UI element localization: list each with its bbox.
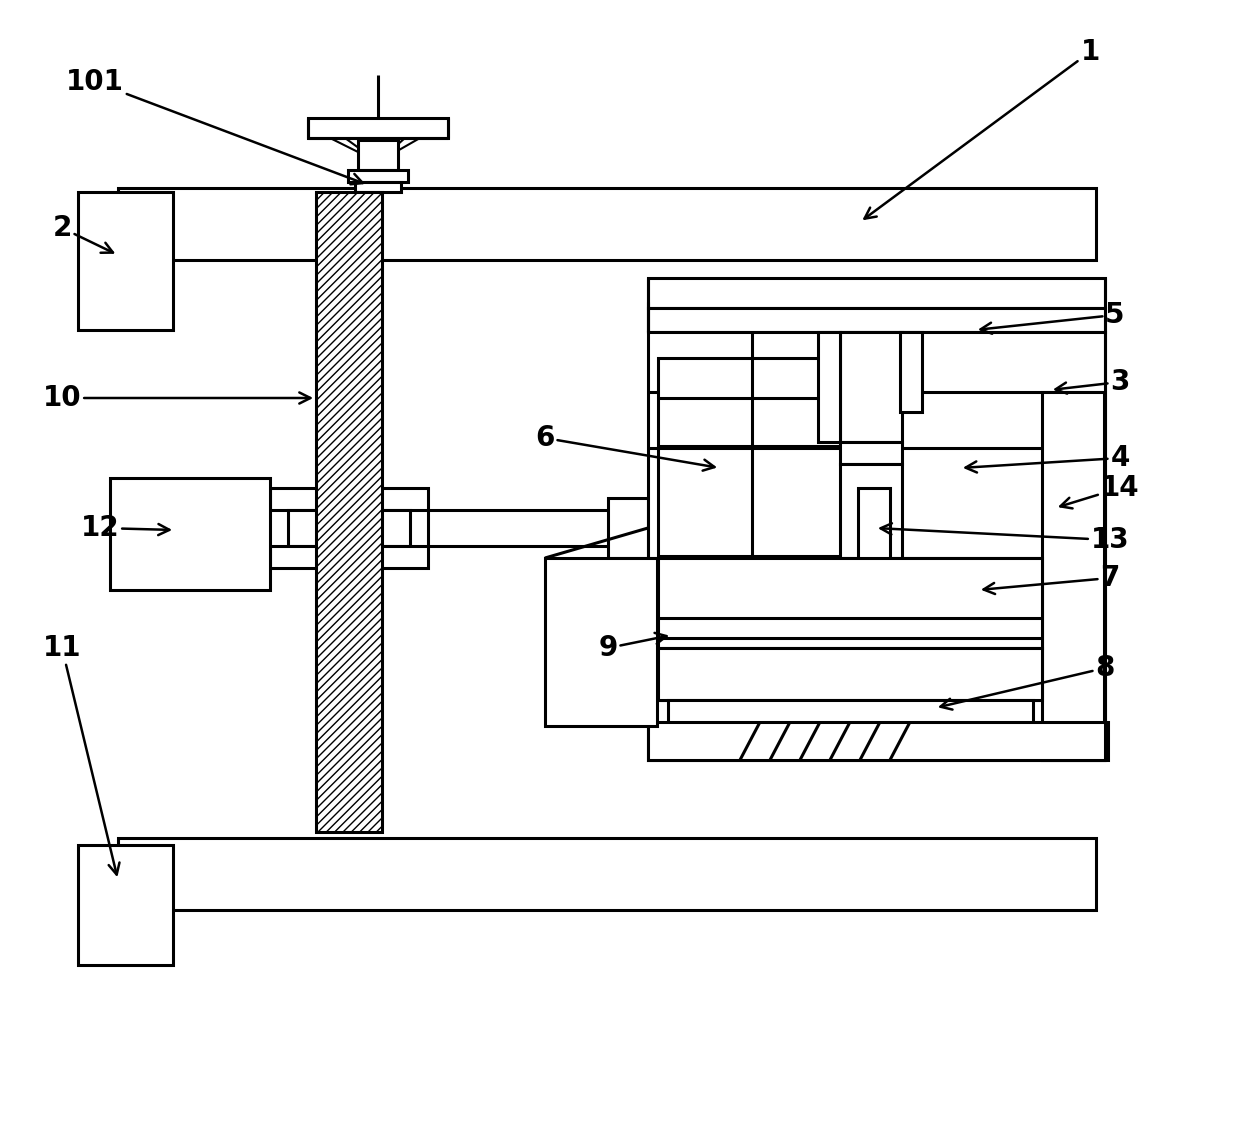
- Text: 4: 4: [966, 444, 1130, 472]
- Text: 13: 13: [880, 523, 1130, 554]
- Text: 8: 8: [940, 654, 1115, 710]
- Text: 5: 5: [981, 301, 1125, 334]
- Bar: [358, 140, 398, 170]
- Bar: [658, 358, 846, 446]
- Text: 11: 11: [42, 634, 119, 875]
- Bar: [649, 332, 1105, 760]
- Text: 7: 7: [983, 564, 1120, 594]
- Bar: [546, 558, 657, 726]
- Text: 9: 9: [599, 633, 667, 662]
- Bar: [110, 478, 270, 590]
- Bar: [839, 441, 901, 464]
- Bar: [288, 511, 410, 546]
- Bar: [668, 700, 1033, 724]
- Bar: [355, 182, 401, 192]
- Text: 6: 6: [536, 424, 714, 471]
- Bar: [118, 188, 1096, 260]
- Bar: [900, 332, 923, 412]
- Text: 12: 12: [81, 514, 170, 542]
- Bar: [348, 170, 408, 182]
- Bar: [839, 464, 901, 558]
- Bar: [78, 844, 174, 964]
- Bar: [649, 722, 1109, 760]
- Text: 1: 1: [864, 38, 1100, 218]
- Bar: [858, 488, 890, 560]
- Bar: [658, 648, 1042, 700]
- Bar: [1042, 392, 1104, 760]
- Bar: [649, 278, 1105, 308]
- Bar: [658, 448, 846, 556]
- Bar: [270, 488, 428, 511]
- Text: 10: 10: [42, 384, 310, 412]
- Bar: [78, 192, 174, 331]
- Bar: [118, 838, 1096, 910]
- Bar: [308, 118, 448, 138]
- Text: 14: 14: [1060, 474, 1140, 508]
- Bar: [839, 332, 901, 441]
- Bar: [649, 308, 1105, 332]
- Text: 101: 101: [66, 68, 363, 185]
- Bar: [270, 546, 428, 568]
- Bar: [608, 498, 649, 558]
- Bar: [316, 192, 382, 832]
- Bar: [818, 332, 839, 441]
- Text: 2: 2: [52, 214, 113, 252]
- Text: 3: 3: [1055, 368, 1130, 396]
- Bar: [658, 558, 1042, 648]
